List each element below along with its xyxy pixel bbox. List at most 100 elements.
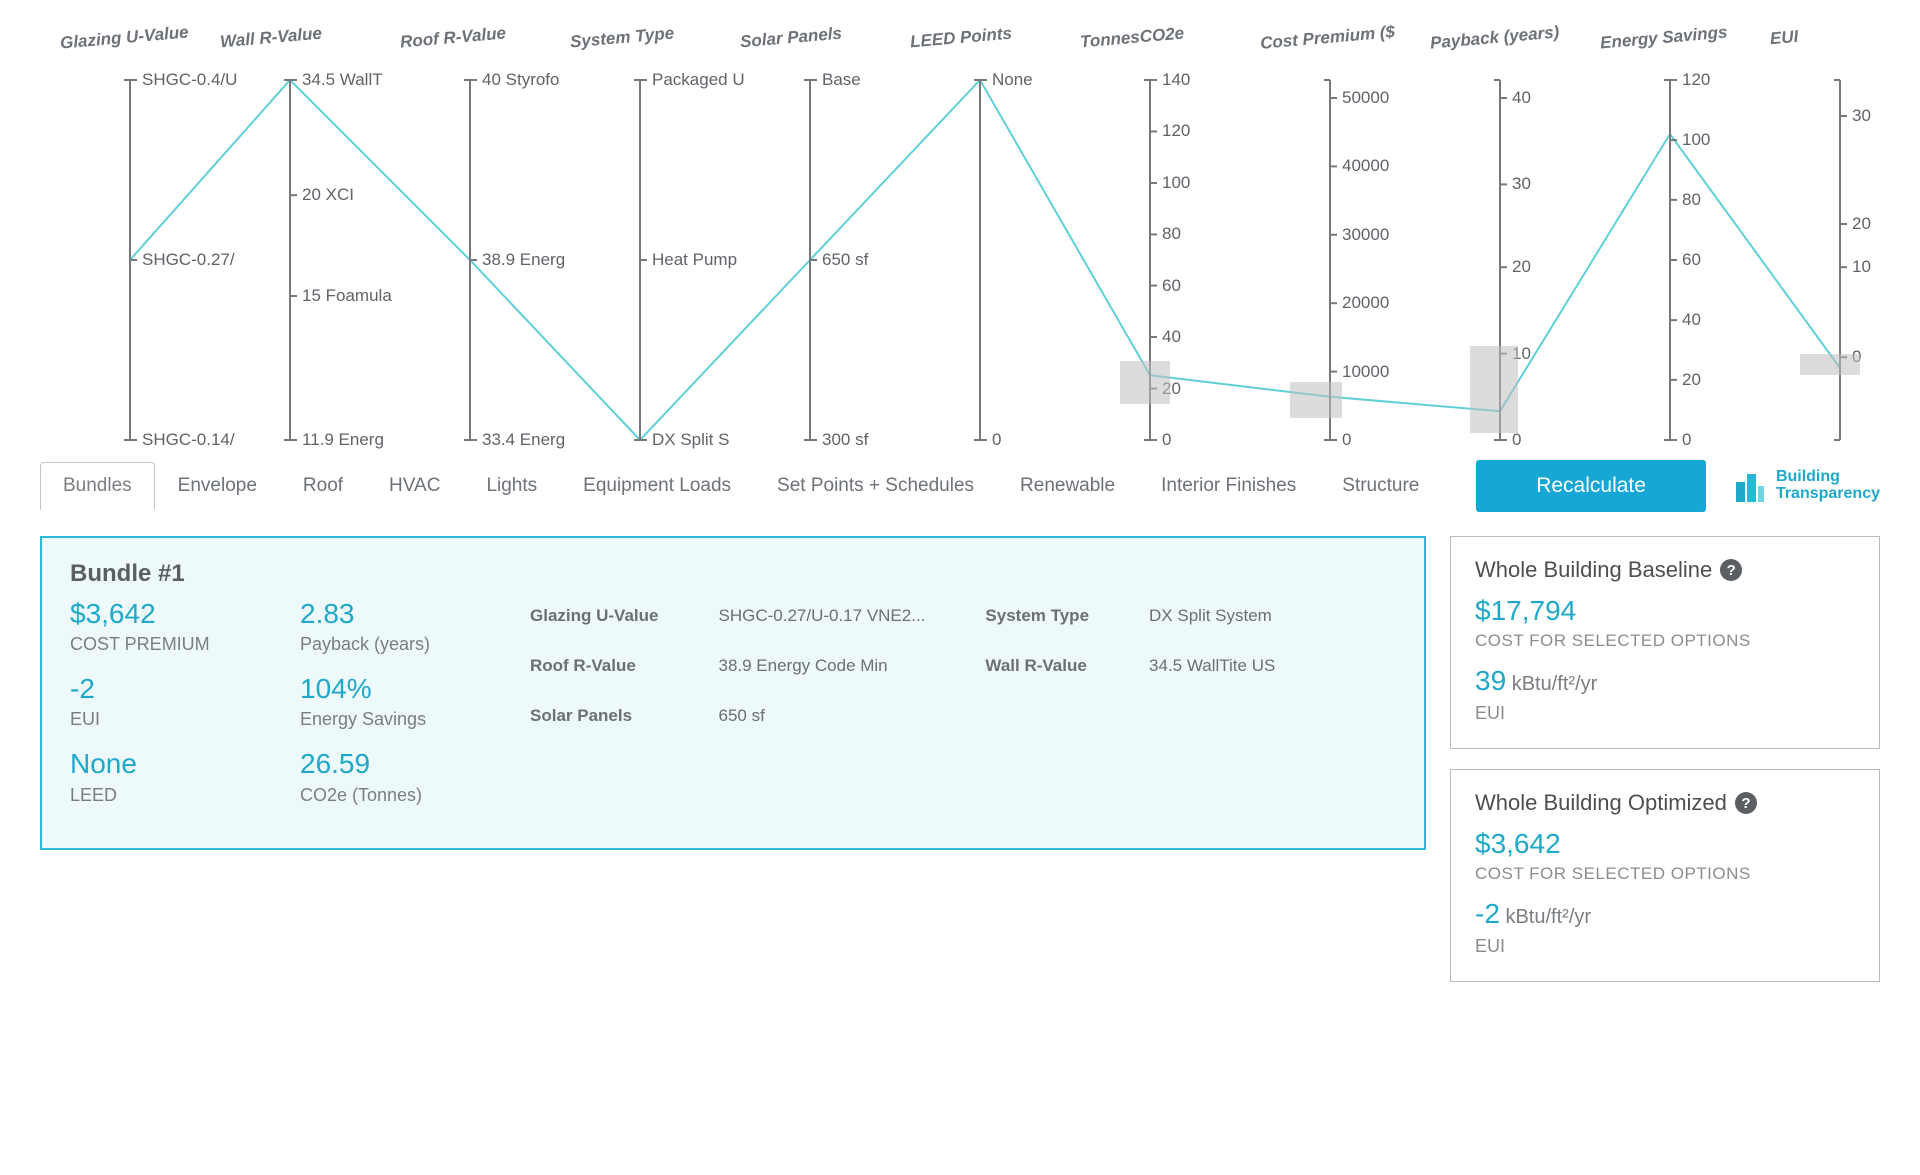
bt-label-1: Building <box>1776 469 1880 486</box>
axis-tick-label: 40000 <box>1342 156 1389 176</box>
axis-tick-label: 0 <box>1512 430 1521 450</box>
axis-tick-label: Packaged U <box>652 70 745 90</box>
axis-tick-label: 40 <box>1162 327 1181 347</box>
bundle-title: Bundle #1 <box>70 560 1396 588</box>
axis-tick-label: 20 <box>1852 214 1871 234</box>
tab-equipment-loads[interactable]: Equipment Loads <box>560 462 754 510</box>
metric-label: COST PREMIUM <box>70 634 260 655</box>
bundle-card[interactable]: Bundle #1 $3,642COST PREMIUM-2EUINoneLEE… <box>40 536 1426 850</box>
metric-label: EUI <box>70 709 260 730</box>
axis-tick-label: 140 <box>1162 70 1190 90</box>
tab-lights[interactable]: Lights <box>463 462 560 510</box>
axis-tick-label: 300 sf <box>822 430 868 450</box>
optimized-card: Whole Building Optimized ? $3,642 COST F… <box>1450 769 1880 982</box>
axis-tick-label: 120 <box>1162 121 1190 141</box>
recalculate-button[interactable]: Recalculate <box>1476 460 1706 512</box>
axis-tick-label: 30 <box>1852 106 1871 126</box>
axis-tick-label: 15 Foamula <box>302 286 392 306</box>
baseline-title: Whole Building Baseline <box>1475 557 1712 583</box>
axis-tick-label: 80 <box>1682 190 1701 210</box>
building-icon <box>1730 468 1766 504</box>
axis-tick-label: 10 <box>1852 257 1871 277</box>
axis-tick-label: 80 <box>1162 224 1181 244</box>
optimized-title: Whole Building Optimized <box>1475 790 1727 816</box>
axis-tick-label: 40 <box>1682 310 1701 330</box>
metric-value: 2.83 <box>300 598 490 630</box>
detail-value: 34.5 WallTite US <box>1149 656 1275 676</box>
axis-tick-label: 38.9 Energ <box>482 250 565 270</box>
axis-tick-label: 40 <box>1512 88 1531 108</box>
metric-label: CO2e (Tonnes) <box>300 785 490 806</box>
detail-label: System Type <box>985 606 1089 626</box>
axis-tick-label: 20 XCI <box>302 185 354 205</box>
detail-label: Roof R-Value <box>530 656 658 676</box>
axis-tick-label: 50000 <box>1342 88 1389 108</box>
axis-tick-label: 0 <box>1162 430 1171 450</box>
optimized-eui-num: -2 <box>1475 898 1500 929</box>
axis-tick-label: 0 <box>992 430 1001 450</box>
axis-tick-label: 100 <box>1682 130 1710 150</box>
axis-tick-label: 20 <box>1682 370 1701 390</box>
bt-label-2: Transparency <box>1776 486 1880 503</box>
axis-tick-label: None <box>992 70 1033 90</box>
axis-tick-label: 33.4 Energ <box>482 430 565 450</box>
optimized-cost-label: COST FOR SELECTED OPTIONS <box>1475 864 1855 884</box>
axis-tick-label: 34.5 WallT <box>302 70 383 90</box>
axis-tick-label: 10000 <box>1342 362 1389 382</box>
metric-label: Payback (years) <box>300 634 490 655</box>
axis-tick-label: 100 <box>1162 173 1190 193</box>
tab-structure[interactable]: Structure <box>1319 462 1442 510</box>
axis-tick-label: 0 <box>1682 430 1691 450</box>
optimized-cost: $3,642 <box>1475 828 1855 860</box>
baseline-eui-label: EUI <box>1475 703 1855 724</box>
tab-interior-finishes[interactable]: Interior Finishes <box>1138 462 1319 510</box>
detail-label: Wall R-Value <box>985 656 1089 676</box>
building-transparency-logo[interactable]: Building Transparency <box>1730 468 1880 504</box>
tab-renewable[interactable]: Renewable <box>997 462 1138 510</box>
axis-brush-eui[interactable] <box>1800 354 1860 376</box>
axis-tick-label: 11.9 Energ <box>302 430 384 450</box>
axis-tick-label: 0 <box>1342 430 1351 450</box>
metric-label: Energy Savings <box>300 709 490 730</box>
tab-hvac[interactable]: HVAC <box>366 462 463 510</box>
tab-roof[interactable]: Roof <box>280 462 366 510</box>
axis-tick-label: 40 Styrofo <box>482 70 560 90</box>
metric-value: $3,642 <box>70 598 260 630</box>
baseline-card: Whole Building Baseline ? $17,794 COST F… <box>1450 536 1880 749</box>
axis-tick-label: SHGC-0.14/ <box>142 430 235 450</box>
metric-value: 26.59 <box>300 748 490 780</box>
baseline-cost: $17,794 <box>1475 595 1855 627</box>
help-icon[interactable]: ? <box>1735 792 1757 814</box>
axis-brush-payback[interactable] <box>1470 346 1518 432</box>
axis-header-eui: EUI <box>1769 27 1799 49</box>
axis-brush-co2[interactable] <box>1120 361 1170 404</box>
parallel-coordinates-chart: SHGC-0.4/USHGC-0.27/SHGC-0.14/Glazing U-… <box>40 10 1880 450</box>
axis-tick-label: 20 <box>1512 257 1531 277</box>
axis-tick-label: 30 <box>1512 174 1531 194</box>
axis-tick-label: DX Split S <box>652 430 729 450</box>
baseline-eui-unit: kBtu/ft²/yr <box>1506 673 1597 695</box>
detail-label: Glazing U-Value <box>530 606 658 626</box>
detail-value: SHGC-0.27/U-0.17 VNE2... <box>718 606 925 626</box>
optimized-eui-unit: kBtu/ft²/yr <box>1500 906 1591 928</box>
baseline-eui-num: 39 <box>1475 665 1506 696</box>
tab-bundles[interactable]: Bundles <box>40 462 155 510</box>
baseline-cost-label: COST FOR SELECTED OPTIONS <box>1475 631 1855 651</box>
metric-value: 104% <box>300 673 490 705</box>
axis-brush-costprem[interactable] <box>1290 382 1342 418</box>
tab-envelope[interactable]: Envelope <box>155 462 280 510</box>
axis-tick-label: 30000 <box>1342 225 1389 245</box>
tab-set-points-schedules[interactable]: Set Points + Schedules <box>754 462 997 510</box>
metric-value: -2 <box>70 673 260 705</box>
tabs-row: BundlesEnvelopeRoofHVACLightsEquipment L… <box>40 460 1880 512</box>
axis-tick-label: SHGC-0.4/U <box>142 70 237 90</box>
detail-value: 650 sf <box>718 706 925 726</box>
axis-tick-label: 120 <box>1682 70 1710 90</box>
axis-tick-label: 60 <box>1682 250 1701 270</box>
axis-tick-label: 650 sf <box>822 250 868 270</box>
lower-panels: Bundle #1 $3,642COST PREMIUM-2EUINoneLEE… <box>40 536 1880 982</box>
detail-value: 38.9 Energy Code Min <box>718 656 925 676</box>
detail-value: DX Split System <box>1149 606 1275 626</box>
detail-label: Solar Panels <box>530 706 658 726</box>
help-icon[interactable]: ? <box>1720 559 1742 581</box>
